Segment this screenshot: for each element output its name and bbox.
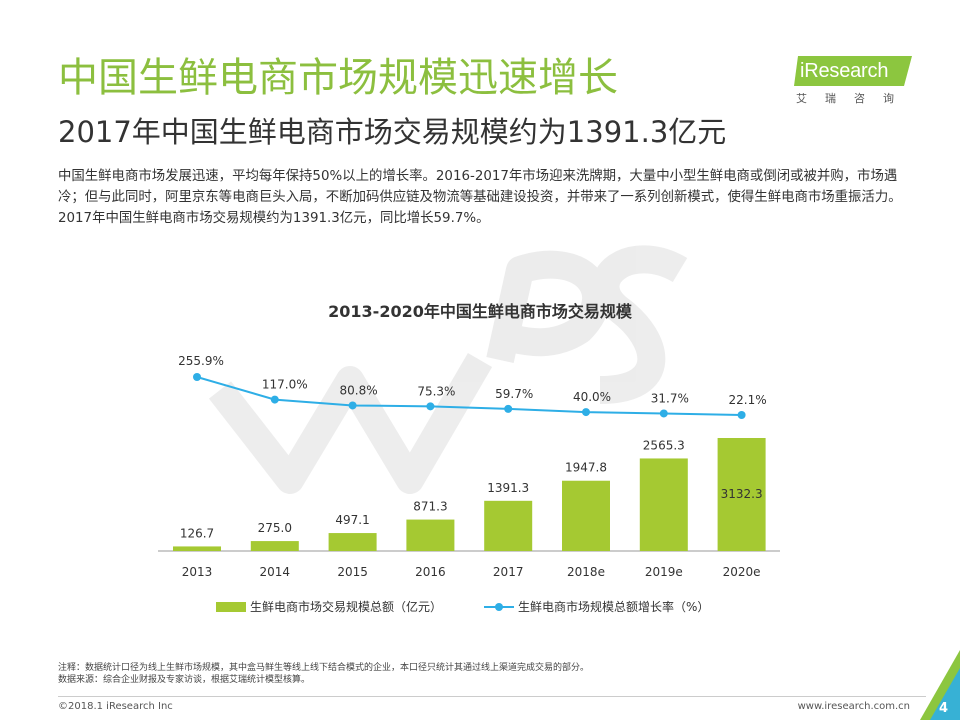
page-subtitle: 2017年中国生鲜电商市场交易规模约为1391.3亿元 bbox=[58, 115, 727, 149]
footer-website: www.iresearch.com.cn bbox=[797, 701, 910, 712]
logo-subtitle: 艾瑞咨询 bbox=[796, 92, 912, 105]
logo-badge-shape bbox=[794, 56, 912, 86]
x-tick-label-2016: 2016 bbox=[415, 565, 446, 579]
note-text: 注释：数据统计口径为线上生鲜市场规模，其中盒马鲜生等线上线下结合模式的企业，本口… bbox=[58, 663, 590, 673]
bar-2020e bbox=[717, 438, 766, 551]
description-paragraph: 中国生鲜电商市场发展迅速，平均每年保持50%以上的增长率。2016-2017年市… bbox=[58, 169, 902, 226]
bar-2016 bbox=[406, 519, 455, 551]
legend-line-marker bbox=[495, 603, 503, 611]
growth-label-2017: 59.7% bbox=[495, 387, 533, 401]
footer-divider bbox=[58, 696, 926, 697]
iresearch-logo: iResearch 艾瑞咨询 bbox=[790, 48, 914, 112]
page-corner-triangle bbox=[920, 650, 960, 720]
growth-label-2019e: 31.7% bbox=[651, 391, 689, 405]
growth-label-2015: 80.8% bbox=[340, 383, 378, 397]
x-tick-label-2020e: 2020e bbox=[723, 565, 761, 579]
bar-value-label-2013: 126.7 bbox=[180, 526, 214, 540]
growth-point-2017 bbox=[504, 404, 513, 413]
growth-label-2014: 117.0% bbox=[262, 378, 308, 392]
growth-label-2016: 75.3% bbox=[417, 384, 455, 398]
bar-2018e bbox=[562, 480, 610, 551]
x-tick-label-2014: 2014 bbox=[260, 565, 291, 579]
x-tick-label-2018e: 2018e bbox=[567, 565, 605, 579]
legend-bar-swatch bbox=[216, 602, 246, 612]
bar-value-label-2016: 871.3 bbox=[413, 500, 447, 514]
page-title: 中国生鲜电商市场规模迅速增长 bbox=[58, 55, 618, 101]
growth-rate-line bbox=[196, 376, 742, 416]
x-tick-label-2015: 2015 bbox=[337, 565, 368, 579]
growth-point-2014 bbox=[270, 395, 279, 404]
page-number: 4 bbox=[938, 701, 948, 716]
growth-label-2020e: 22.1% bbox=[729, 393, 767, 407]
source-text: 数据来源：综合企业财报及专家访谈，根据艾瑞统计模型核算。 bbox=[58, 675, 311, 685]
growth-label-2013: 255.9% bbox=[178, 354, 224, 368]
bar-value-label-2014: 275.0 bbox=[258, 521, 292, 535]
x-tick-label-2013: 2013 bbox=[182, 565, 213, 579]
growth-point-2019e bbox=[659, 409, 668, 418]
bar-2013 bbox=[173, 546, 221, 551]
growth-point-2013 bbox=[193, 373, 201, 381]
x-tick-label-2017: 2017 bbox=[493, 565, 524, 579]
bar-2019e bbox=[639, 458, 688, 551]
bar-2017 bbox=[484, 500, 533, 551]
bar-value-label-2017: 1391.3 bbox=[487, 481, 529, 495]
bar-value-label-2015: 497.1 bbox=[335, 513, 369, 527]
growth-point-2016 bbox=[426, 402, 435, 411]
footer-copyright: ©2018.1 iResearch Inc bbox=[58, 701, 173, 712]
bar-value-label-2018e: 1947.8 bbox=[565, 461, 607, 475]
x-tick-label-2019e: 2019e bbox=[645, 565, 683, 579]
growth-label-2018e: 40.0% bbox=[573, 390, 611, 404]
bar-2014 bbox=[250, 541, 299, 551]
chart-title: 2013-2020年中国生鲜电商市场交易规模 bbox=[328, 302, 632, 321]
bar-value-label-2020e: 3132.3 bbox=[721, 487, 763, 501]
chart-notes: 注释：数据统计口径为线上生鲜市场规模，其中盒马鲜生等线上线下结合模式的企业，本口… bbox=[58, 662, 589, 686]
logo-brand-text: iResearch bbox=[800, 60, 889, 82]
growth-point-2020e bbox=[737, 411, 746, 419]
growth-point-2018e bbox=[582, 408, 590, 417]
bar-2015 bbox=[328, 533, 377, 551]
legend-bar-label: 生鲜电商市场交易规模总额（亿元） bbox=[250, 599, 442, 614]
bar-value-label-2019e: 2565.3 bbox=[643, 438, 685, 452]
growth-point-2015 bbox=[348, 401, 357, 410]
legend-line-label: 生鲜电商市场规模总额增长率（%） bbox=[518, 599, 709, 614]
